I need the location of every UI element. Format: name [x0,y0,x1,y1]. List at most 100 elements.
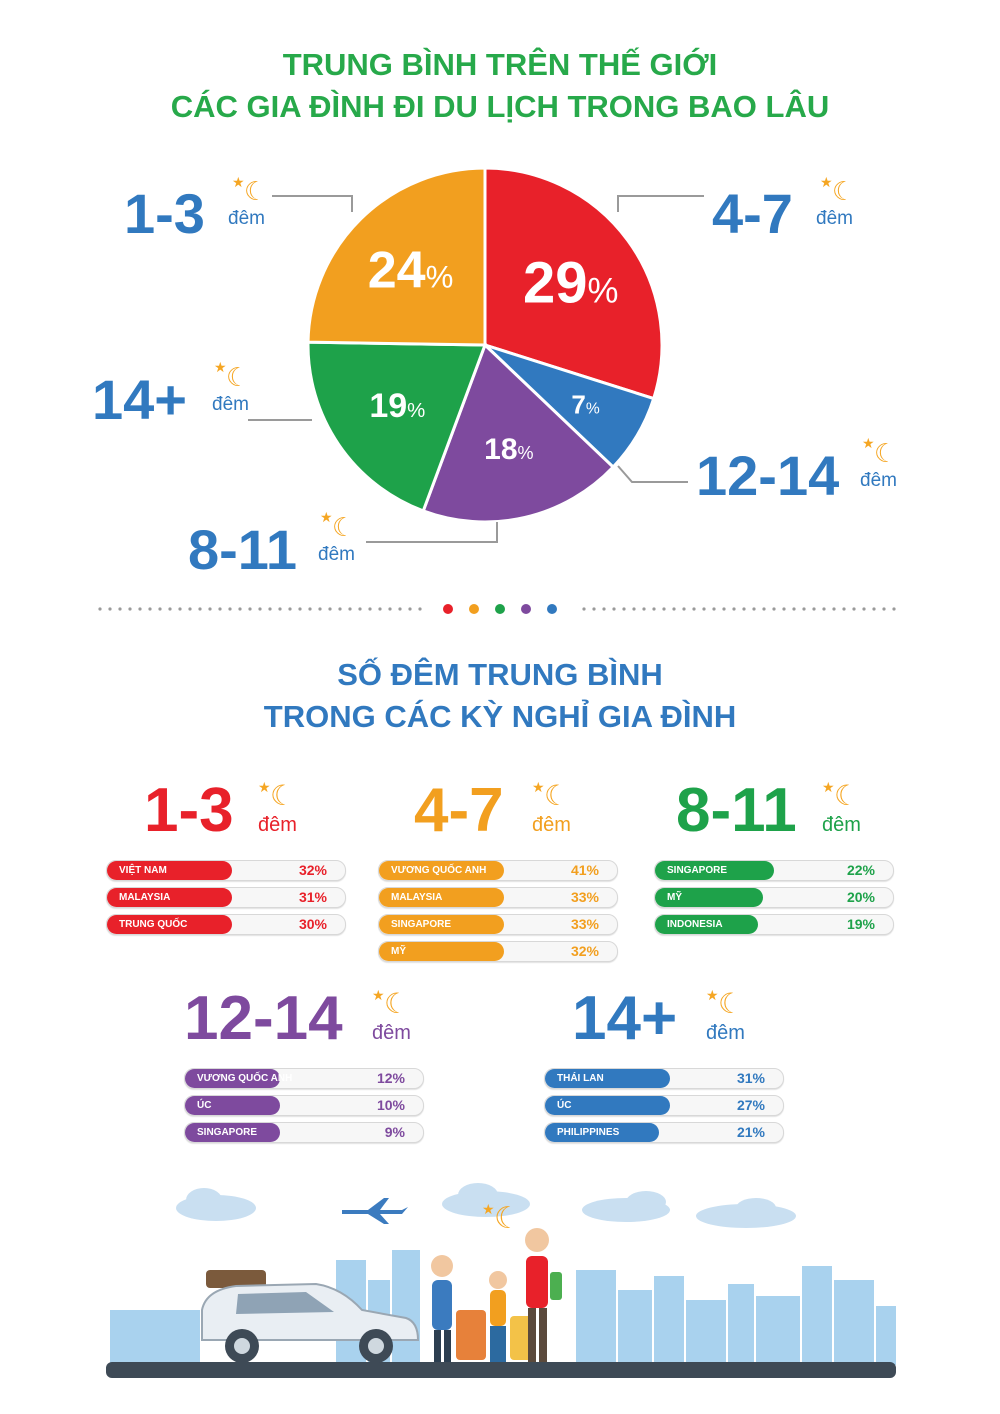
group-12-14: 12-14 đêm ☾ ★ VƯƠNG QUỐC ANH 12% ÚC 10% SINGAPOR… [184,988,424,1149]
star-icon: ★ [372,987,385,1003]
star-icon: ★ [320,509,333,525]
cloud-icon [176,1183,796,1228]
group-8-11: 8-11 đêm ☾ ★ SINGAPORE 22% MỸ 20% INDONESIA 19% [654,780,894,941]
country-bar: MALAYSIA 33% [378,887,618,908]
groups-title-line2: TRONG CÁC KỲ NGHỈ GIA ĐÌNH [263,699,737,734]
divider-dot [398,607,402,611]
country-bar-fill [379,942,504,961]
divider-dot [652,607,656,611]
group-header: 14+ đêm ☾ ★ [544,988,784,1068]
car-icon [201,1270,420,1363]
divider-dot [338,607,342,611]
group-unit-label: đêm [706,1022,745,1044]
group-unit-label: đêm [532,814,571,836]
family-icon [431,1228,562,1362]
groups-title-line1: SỐ ĐÊM TRUNG BÌNH [337,657,663,692]
country-value: 32% [570,943,599,959]
divider-dot [662,607,666,611]
star-icon: ★ [820,174,833,190]
divider-dot [842,607,846,611]
country-bar-fill [545,1123,659,1142]
group-unit-label: đêm [372,1022,411,1044]
country-bar-fill [655,915,758,934]
country-bar-fill [107,915,232,934]
divider-dot [418,607,422,611]
road [106,1362,896,1378]
country-value: 30% [298,916,327,932]
moon-icon: ☾ [718,988,744,1019]
divider-dot [592,607,596,611]
country-name: VƯƠNG QUỐC ANH [197,1073,293,1084]
country-name: PHILIPPINES [557,1127,620,1138]
pie-dem-12-14: đêm [860,470,897,491]
country-bar: TRUNG QUỐC 30% [106,914,346,935]
divider-dot [782,607,786,611]
leader-line-1-3 [272,195,353,212]
pie-title-line1: TRUNG BÌNH TRÊN THẾ GIỚI [282,47,718,82]
country-bar-fill [107,861,232,880]
country-value: 31% [736,1070,765,1086]
divider-dot [238,607,242,611]
moon-icon: ☾ [270,780,296,811]
pie-label-4-7: 4-7 [712,182,793,245]
divider-dot-orange [469,604,479,614]
group-14plus: 14+ đêm ☾ ★ THÁI LAN 31% ÚC 27% PHILIPPINES 21% [544,988,784,1149]
country-name: TRUNG QUỐC [119,919,188,930]
moon-icon: ☾ [874,438,898,468]
group-1-3: 1-3 đêm ☾ ★ VIỆT NAM 32% MALAYSIA 31% TRUNG QUỐC… [106,780,346,941]
groups-title: SỐ ĐÊM TRUNG BÌNH TRONG CÁC KỲ NGHỈ GIA … [0,654,1000,738]
divider-dot [812,607,816,611]
divider-dot [772,607,776,611]
divider-dot [128,607,132,611]
divider-dot [118,607,122,611]
moon-icon: ☾ [544,780,570,811]
divider-dot [622,607,626,611]
divider-dot [268,607,272,611]
star-icon: ★ [258,779,271,795]
divider-dot [832,607,836,611]
divider-dot [178,607,182,611]
pie-title: TRUNG BÌNH TRÊN THẾ GIỚI CÁC GIA ĐÌNH ĐI… [0,44,1000,128]
country-bar: MỸ 32% [378,941,618,962]
pie-label-1-3: 1-3 [124,182,205,245]
divider-dot [248,607,252,611]
divider-dot-blue [547,604,557,614]
country-bar: INDONESIA 19% [654,914,894,935]
divider-dot [742,607,746,611]
divider-dot [762,607,766,611]
country-bar: SINGAPORE 33% [378,914,618,935]
pie-chart-svg: 29% 7% 18% 19% 24% [306,166,664,524]
pie-value-label: 29% [523,251,618,316]
group-header: 4-7 đêm ☾ ★ [378,780,618,860]
country-value: 27% [736,1097,765,1113]
group-range-label: 12-14 [184,984,343,1053]
group-range-label: 14+ [572,984,678,1053]
divider-dot [208,607,212,611]
country-bar: ÚC 27% [544,1095,784,1116]
country-bar: SINGAPORE 9% [184,1122,424,1143]
divider-dot [188,607,192,611]
country-name: MỸ [667,892,682,903]
divider-dot [358,607,362,611]
pie-value-label: 24% [368,241,454,299]
moon-icon: ☾ [244,176,268,206]
divider-dot [822,607,826,611]
country-value: 31% [298,889,327,905]
star-icon: ★ [214,359,227,375]
country-name: ÚC [197,1100,212,1111]
pie-value-label: 7% [571,390,599,420]
divider-dot-purple [521,604,531,614]
group-range-label: 4-7 [414,776,504,845]
divider-dot [792,607,796,611]
country-bar-fill [379,915,504,934]
divider-dot [862,607,866,611]
moon-icon: ☾ [332,512,356,542]
divider-dot [158,607,162,611]
country-bar-fill [379,888,504,907]
country-bar-fill [185,1096,281,1115]
country-bar-fill [545,1096,670,1115]
country-bar: MỸ 20% [654,887,894,908]
pie-slice-1-3 [306,166,487,347]
moon-icon: ☾ ★ [482,1201,521,1236]
divider-dot [702,607,706,611]
